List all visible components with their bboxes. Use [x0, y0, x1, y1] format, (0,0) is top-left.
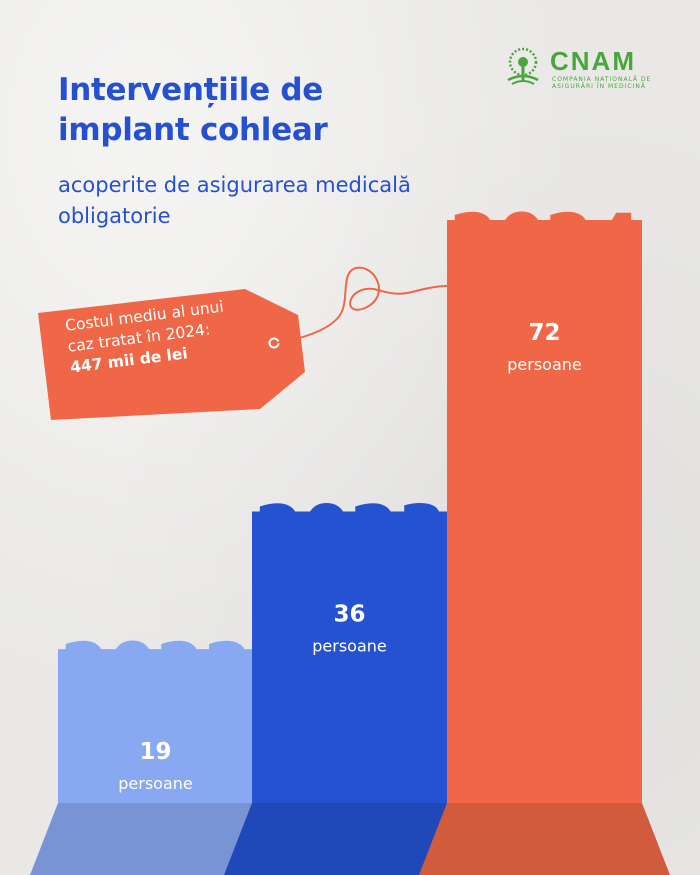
page-subtitle: acoperite de asigurarea medicală obligat…: [58, 173, 411, 228]
bar-2022: [58, 649, 253, 803]
unit-label-2023: persoane: [312, 637, 387, 656]
bar-2023: [252, 511, 447, 803]
page-title: Intervențiile de implant cohlear: [58, 72, 328, 148]
cnam-emblem-icon: [507, 47, 539, 85]
value-label-2024: 72: [528, 320, 560, 346]
cnam-logo: CNAM Compania Națională de Asigurări în …: [500, 44, 660, 94]
tag-string: [273, 266, 448, 344]
value-label-2023: 36: [333, 602, 365, 628]
logo-wordmark: CNAM: [550, 46, 636, 76]
floor-2023: [224, 803, 475, 875]
year-label-2023: 2023: [254, 489, 445, 578]
year-label-2022: 2022: [60, 626, 251, 715]
value-label-2022: 19: [139, 739, 171, 765]
cost-tag: [38, 289, 305, 420]
unit-label-2024: persoane: [507, 355, 582, 374]
unit-label-2022: persoane: [118, 774, 193, 793]
logo-tagline: Compania Națională de Asigurări în Medic…: [552, 76, 652, 90]
bar-2024: [447, 220, 642, 803]
floor-2022: [30, 803, 281, 875]
floor-2024: [419, 803, 670, 875]
year-label-2024: 2024: [449, 197, 640, 286]
